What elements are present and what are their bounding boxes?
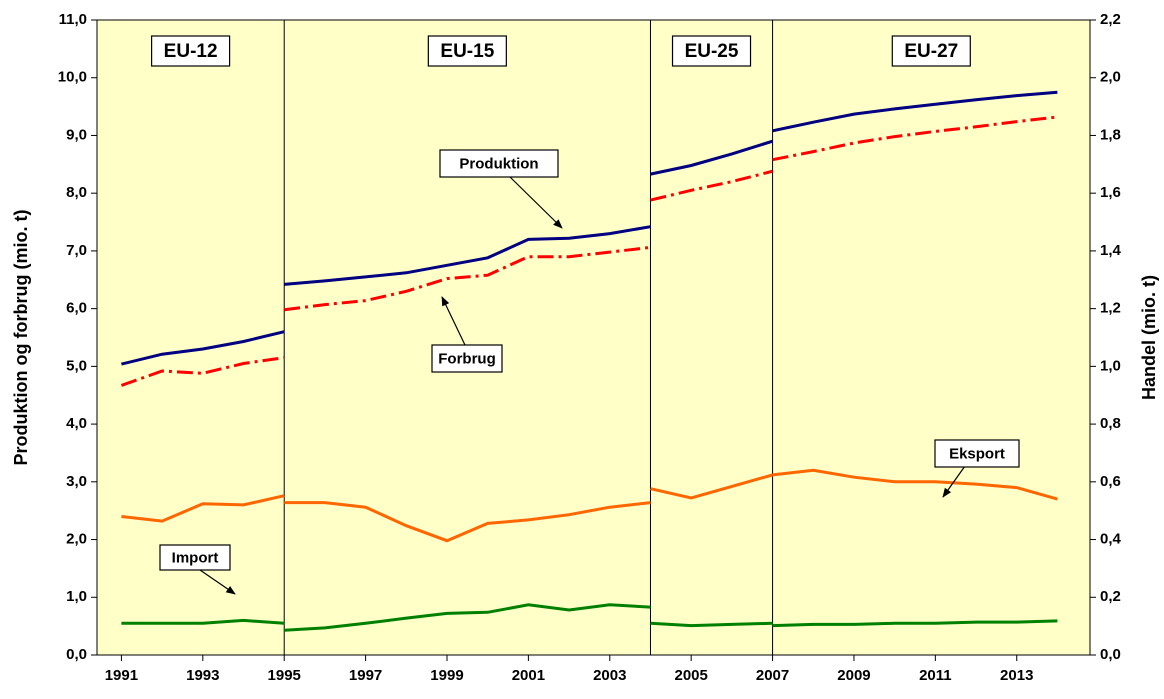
y2-tick-label: 1,4 [1100,242,1122,259]
callout-box [439,149,559,178]
y2-tick-label: 0,0 [1100,646,1121,663]
series-line [121,330,285,366]
x-tick-label: 2013 [1000,667,1033,684]
y2-tick-label: 0,2 [1100,588,1121,605]
callout-box [431,344,503,373]
period-label: EU-27 [904,41,958,62]
callout-arrow [199,569,236,595]
x-tick-label: 1995 [268,667,301,684]
y-tick-label: 7,0 [66,242,87,259]
x-tick-label: 1993 [186,667,219,684]
series-line [120,356,285,387]
y2-tick-label: 1,2 [1100,300,1121,317]
period-label-box [427,35,507,67]
y2-tick-label: 0,8 [1100,415,1121,432]
y2-tick-label: 0,4 [1100,531,1122,548]
y-tick-label: 11,0 [59,11,87,28]
y-tick-label: 9,0 [66,126,87,143]
callout-box [159,544,231,571]
series-line [650,139,774,176]
x-tick-label: 2011 [919,667,952,684]
y2-tick-label: 1,0 [1100,357,1121,374]
period-label: EU-25 [685,41,739,62]
x-tick-label: 2007 [756,667,789,684]
period-label-box [671,35,752,67]
x-tick-label: 1997 [349,667,382,684]
y2-axis-title: Handel (mio. t) [1139,275,1159,400]
plot-area [96,19,1091,656]
series-line [772,619,1058,628]
y2-tick-label: 1,6 [1100,184,1121,201]
series-line [284,225,651,286]
series-line [650,621,773,628]
y-tick-label: 6,0 [66,300,87,317]
x-tick-label: 1999 [430,667,463,684]
x-tick-label: 1991 [105,667,138,684]
series-line [121,494,285,523]
series-label: Eksport [949,445,1005,462]
y-tick-label: 1,0 [66,588,87,605]
period-label: EU-15 [440,41,494,62]
series-line [650,169,773,202]
y2-tick-label: 2,0 [1100,69,1121,86]
callout-box [934,439,1020,468]
series-label: Forbrug [438,350,496,367]
series-line [284,603,651,632]
y-tick-label: 2,0 [66,531,87,548]
y-tick-label: 3,0 [66,473,87,490]
x-tick-label: 2003 [593,667,626,684]
x-tick-label: 2005 [674,667,707,684]
series-line [772,115,1058,162]
y-axis-title: Produktion og forbrug (mio. t) [11,210,31,466]
y-tick-label: 10,0 [58,69,87,86]
period-label: EU-12 [164,41,218,62]
series-line [284,245,651,312]
y-tick-label: 8,0 [66,184,87,201]
callout-arrow [441,296,466,346]
x-tick-label: 2009 [837,667,870,684]
y2-tick-label: 0,6 [1100,473,1121,490]
y-tick-label: 5,0 [66,357,87,374]
series-line [650,473,774,500]
series-line [121,618,285,625]
y-tick-label: 0,0 [66,646,87,663]
series-line [772,468,1058,501]
y-tick-label: 4,0 [66,415,87,432]
y2-tick-label: 2,2 [1100,11,1121,28]
callout-arrow [942,465,966,498]
series-line [772,90,1058,133]
callout-arrow [509,176,563,229]
y2-tick-label: 1,8 [1100,126,1121,143]
period-label-box [891,35,971,67]
x-tick-label: 2001 [512,667,545,684]
series-line [284,501,651,543]
period-label-box [151,35,231,67]
series-label: Import [172,549,219,566]
series-label: Produktion [459,155,538,172]
